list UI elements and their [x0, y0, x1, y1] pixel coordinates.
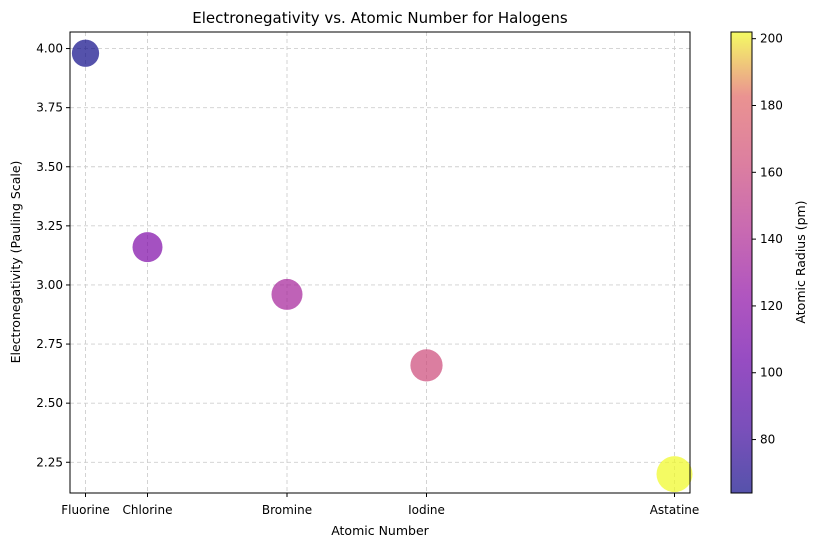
y-tick-label: 4.00 [36, 42, 63, 56]
colorbar [731, 32, 752, 493]
y-axis-label: Electronegativity (Pauling Scale) [8, 161, 23, 364]
colorbar-tick-label: 180 [760, 98, 783, 112]
colorbar-ticks: 80 100 120 140 160 180 200 [752, 32, 783, 447]
colorbar-tick-label: 80 [760, 433, 775, 447]
data-point-bromine [271, 278, 303, 310]
data-point-fluorine [71, 39, 100, 67]
colorbar-frame [730, 31, 753, 494]
points-layer [71, 39, 693, 493]
chart-title: Electronegativity vs. Atomic Number for … [192, 9, 568, 27]
x-tick-label: Fluorine [61, 503, 109, 517]
colorbar-tick-label: 100 [760, 366, 783, 380]
plot-frame [69, 31, 691, 494]
x-tick-label: Iodine [408, 503, 445, 517]
y-tick-label: 2.25 [36, 455, 63, 469]
data-point-chlorine [132, 232, 163, 263]
x-tick-label: Astatine [650, 503, 700, 517]
grid-layer [70, 32, 690, 493]
y-tick-label: 3.25 [36, 219, 63, 233]
ticks-layer: 2.25 2.50 2.75 3.00 3.25 3.50 3.75 4.00 Fluorine… [36, 42, 699, 517]
data-point-astatine [656, 456, 693, 493]
colorbar-tick-label: 200 [760, 32, 783, 46]
y-tick-label: 3.75 [36, 101, 63, 115]
y-tick-label: 2.75 [36, 337, 63, 351]
data-point-iodine [410, 349, 443, 382]
colorbar-tick-label: 120 [760, 299, 783, 313]
y-tick-label: 3.50 [36, 160, 63, 174]
colorbar-tick-label: 160 [760, 165, 783, 179]
x-axis-label: Atomic Number [331, 523, 429, 538]
colorbar-label: Atomic Radius (pm) [793, 200, 808, 323]
x-tick-label: Bromine [262, 503, 312, 517]
x-tick-label: Chlorine [123, 503, 173, 517]
y-tick-label: 2.50 [36, 396, 63, 410]
colorbar-tick-label: 140 [760, 232, 783, 246]
y-tick-label: 3.00 [36, 278, 63, 292]
